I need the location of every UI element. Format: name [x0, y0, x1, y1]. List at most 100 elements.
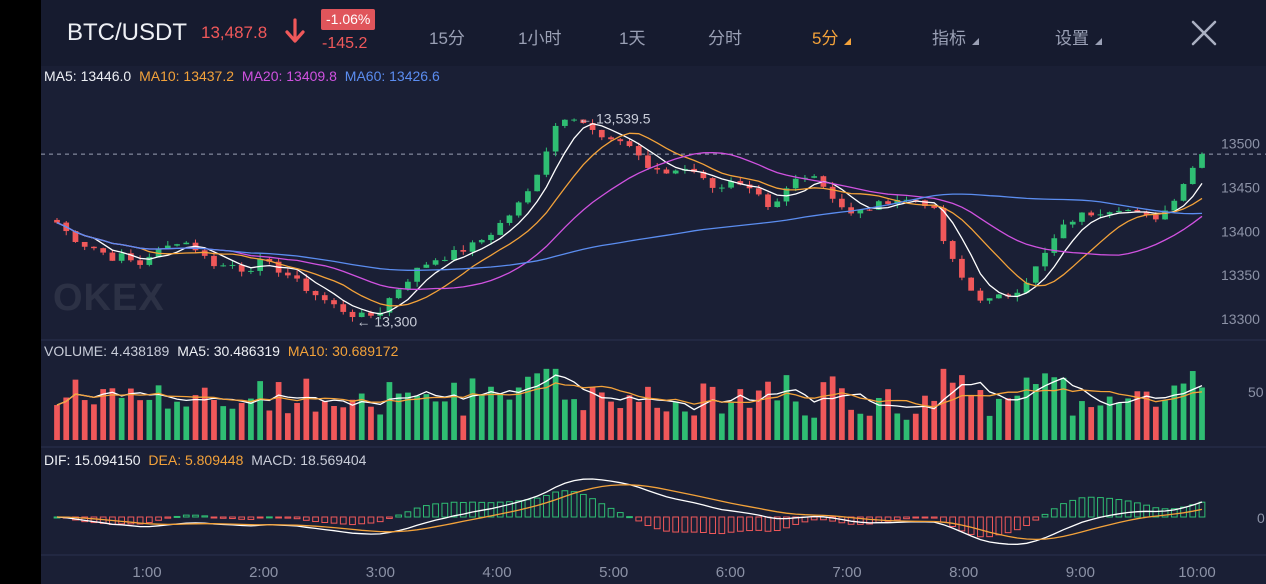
candle-body: [340, 304, 347, 312]
macd-histogram-bar: [395, 514, 403, 518]
tab-15min[interactable]: 15分: [429, 29, 465, 48]
macd-histogram-bar: [653, 516, 661, 530]
candle-body: [146, 256, 153, 265]
macd-histogram-bar: [441, 502, 449, 518]
macd-value: MACD: 18.569404: [251, 452, 367, 468]
tab-timeshare[interactable]: 分时: [708, 29, 742, 48]
macd-histogram-bar: [977, 516, 984, 538]
volume-bar: [1189, 371, 1196, 440]
macd-histogram-bar: [330, 516, 338, 524]
macd-histogram-bar: [376, 516, 384, 523]
volume-bar: [968, 395, 975, 440]
volume-bar: [211, 399, 217, 440]
candle-body: [617, 139, 624, 142]
close-icon[interactable]: [1188, 17, 1220, 49]
candle-body: [1014, 292, 1021, 297]
macd-histogram-bar: [1041, 513, 1049, 518]
macd-histogram-bar: [940, 516, 947, 523]
macd-histogram-bar: [219, 516, 227, 519]
volume-bar: [1199, 387, 1205, 440]
macd-histogram-bar: [413, 507, 421, 518]
candle-body: [238, 264, 245, 272]
time-tick-label: 6:00: [716, 564, 745, 581]
macd-histogram-bar: [1170, 508, 1178, 518]
volume-bar: [441, 401, 448, 440]
macd-histogram-bar: [912, 516, 920, 519]
candle-body: [478, 240, 485, 243]
ma60-legend: MA60: 13426.6: [344, 68, 440, 84]
volume-bar: [294, 402, 300, 440]
candle-body: [709, 178, 716, 188]
macd-histogram-bar: [256, 516, 264, 519]
macd-histogram-bar: [552, 491, 559, 518]
volume-bar: [1079, 401, 1085, 440]
macd-histogram-bar: [1124, 500, 1132, 518]
macd-histogram-bar: [1013, 516, 1021, 531]
candle-body: [986, 298, 993, 301]
volume-bar: [811, 417, 818, 440]
volume-bar: [654, 407, 661, 440]
macd-histogram-bar: [589, 498, 596, 518]
tab-indicators[interactable]: 指标: [932, 24, 979, 49]
price-tick-label: 13400: [1221, 223, 1260, 239]
volume-bar: [303, 378, 310, 440]
candle-body: [589, 123, 596, 130]
change-percent-badge: -1.06%: [321, 9, 376, 30]
volume-bar: [331, 406, 337, 440]
macd-histogram-bar: [810, 516, 818, 521]
macd-histogram-bar: [136, 516, 144, 525]
macd-histogram-bar: [450, 501, 458, 518]
volume-bar: [672, 401, 679, 440]
macd-histogram-bar: [1050, 508, 1058, 518]
candle-body: [81, 241, 88, 247]
low-annotation: ← 13,300: [356, 314, 417, 330]
macd-histogram-bar: [746, 516, 753, 532]
volume-bar: [626, 395, 633, 440]
candle-body: [405, 281, 411, 290]
candle-body: [460, 250, 467, 252]
volume-bar: [238, 403, 245, 440]
macd-histogram-bar: [515, 500, 523, 518]
candle-body: [571, 119, 577, 121]
candle-body: [1051, 238, 1058, 253]
candle-body: [211, 255, 217, 267]
macd-histogram-bar: [1004, 516, 1012, 534]
macd-histogram-bar: [543, 494, 550, 518]
macd-histogram-bar: [1069, 499, 1077, 518]
macd-histogram-bar: [127, 516, 135, 525]
volume-bar: [423, 394, 430, 440]
okex-watermark: OKEX: [53, 277, 165, 319]
tab-5min[interactable]: 5分: [812, 24, 852, 49]
candle-body: [525, 191, 531, 203]
time-tick-label: 8:00: [949, 564, 978, 581]
tab-settings[interactable]: 设置: [1055, 24, 1102, 49]
ma5-legend: MA5: 13446.0: [44, 68, 132, 84]
macd-histogram-bar: [266, 516, 273, 519]
candle-body: [201, 250, 208, 256]
candle-body: [552, 125, 559, 152]
down-arrow-icon: [285, 18, 305, 43]
volume-bar: [820, 382, 827, 440]
volume-bar: [1116, 402, 1122, 440]
volume-bar: [229, 408, 236, 440]
candle-body: [885, 201, 891, 204]
macd-histogram-bar: [736, 516, 744, 532]
volume-bar: [358, 393, 365, 440]
macd-tick-label: 0: [1257, 510, 1265, 526]
volume-ma5-line: [56, 374, 1203, 411]
volume-bar: [183, 406, 190, 440]
volume-bar: [977, 390, 984, 440]
macd-histogram-bar: [1032, 516, 1040, 521]
dropdown-triangle-icon: [844, 38, 852, 45]
high-annotation: ← 13,539.5: [578, 110, 651, 126]
time-tick-label: 4:00: [482, 564, 511, 581]
candle-body: [922, 200, 928, 206]
dropdown-triangle-icon: [1095, 38, 1102, 45]
trading-pair: BTC/USDT: [67, 19, 187, 46]
tab-1hour[interactable]: 1小时: [518, 29, 562, 48]
volume-bar: [54, 405, 60, 440]
tab-1day[interactable]: 1天: [619, 29, 646, 48]
candle-body: [543, 151, 550, 175]
volume-bar: [488, 386, 494, 440]
